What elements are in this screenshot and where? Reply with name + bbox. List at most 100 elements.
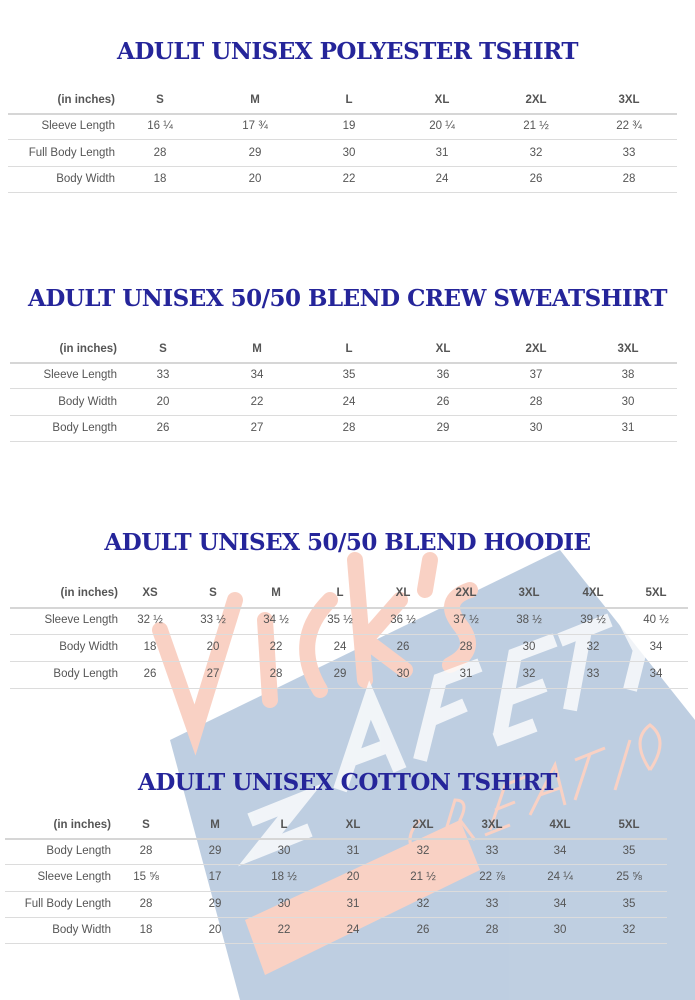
table-cell: 31: [346, 845, 360, 858]
table-cell: 26: [436, 395, 450, 408]
table-cell: 17 ¾: [242, 120, 268, 133]
size-header: S: [142, 819, 150, 831]
size-header: 3XL: [618, 94, 640, 106]
table-cell: 20: [346, 871, 360, 884]
table-cell: 32: [529, 146, 543, 159]
table-cell: 35: [622, 897, 636, 910]
row-label: Full Body Length: [28, 146, 115, 159]
unit-label: (in inches): [60, 587, 118, 599]
divider: [10, 362, 677, 365]
table-cell: 18: [139, 923, 153, 936]
table-cell: 26: [529, 172, 543, 185]
table-cell: 33: [485, 845, 499, 858]
table-cell: 33: [156, 369, 170, 382]
divider: [10, 660, 688, 662]
table-cell: 28: [269, 668, 283, 680]
size-header: 3XL: [518, 587, 540, 599]
table-cell: 24: [346, 923, 360, 936]
size-header: L: [280, 819, 288, 831]
size-header: XL: [395, 587, 411, 599]
row-label: Body Width: [59, 641, 118, 653]
table-cell: 28: [153, 146, 167, 159]
row-label: Sleeve Length: [41, 120, 115, 133]
table-cell: 24: [342, 395, 356, 408]
table-cell: 34: [649, 668, 663, 680]
divider: [8, 139, 677, 141]
table-cell: 34 ½: [263, 614, 289, 626]
table-cell: 18: [143, 641, 157, 653]
table-cell: 28: [342, 421, 356, 434]
table-cell: 36: [436, 369, 450, 382]
table-cell: 20: [156, 395, 170, 408]
table-cell: 35: [342, 369, 356, 382]
table-cell: 20: [206, 641, 220, 653]
row-label: Body Width: [58, 395, 117, 408]
table-cell: 29: [208, 897, 222, 910]
size-header: S: [159, 343, 167, 355]
table-cell: 30: [553, 923, 567, 936]
table-cell: 29: [248, 146, 262, 159]
row-label: Sleeve Length: [37, 871, 111, 884]
table-cell: 24: [333, 641, 347, 653]
size-header: XL: [435, 343, 451, 355]
table-cell: 33 ½: [200, 614, 226, 626]
table-cell: 28: [139, 845, 153, 858]
table-cell: 29: [436, 421, 450, 434]
size-header: L: [345, 94, 353, 106]
table-cell: 16 ¼: [147, 120, 173, 133]
size-header: M: [210, 819, 220, 831]
table-cell: 27: [206, 668, 220, 680]
table-cell: 33: [485, 897, 499, 910]
table-cell: 20: [208, 923, 222, 936]
table-cell: 29: [208, 845, 222, 858]
unit-label: (in inches): [59, 343, 117, 355]
table-cell: 31: [621, 421, 635, 434]
size-header: 2XL: [525, 343, 547, 355]
table-cell: 38: [621, 369, 635, 382]
table-cell: 28: [459, 641, 473, 653]
size-header: XS: [142, 587, 158, 599]
divider: [5, 942, 667, 944]
table-cell: 30: [522, 641, 536, 653]
row-label: Body Length: [46, 845, 111, 858]
table-cell: 31: [459, 668, 473, 680]
size-header: M: [250, 94, 260, 106]
size-header: 4XL: [582, 587, 604, 599]
table-cell: 22 ⅞: [479, 871, 505, 884]
divider: [8, 165, 677, 167]
table-cell: 22 ¾: [616, 120, 642, 133]
table-cell: 21 ½: [523, 120, 549, 133]
table-cell: 29: [333, 668, 347, 680]
table-cell: 31: [435, 146, 449, 159]
table-cell: 18: [153, 172, 167, 185]
unit-label: (in inches): [57, 94, 115, 106]
divider: [10, 414, 677, 416]
divider: [5, 864, 667, 866]
row-label: Body Length: [52, 421, 117, 434]
table-cell: 26: [396, 641, 410, 653]
size-header: L: [336, 587, 344, 599]
table-cell: 22: [250, 395, 264, 408]
divider: [10, 441, 677, 443]
table-cell: 26: [416, 923, 430, 936]
size-header: 5XL: [645, 587, 667, 599]
size-header: 2XL: [455, 587, 477, 599]
table-cell: 34: [553, 897, 567, 910]
table-cell: 20 ¼: [429, 120, 455, 133]
row-label: Body Width: [56, 172, 115, 185]
size-header: 4XL: [549, 819, 571, 831]
divider: [10, 388, 677, 390]
row-label: Body Length: [53, 668, 118, 680]
table-cell: 30: [396, 668, 410, 680]
table-cell: 34: [250, 369, 264, 382]
row-label: Body Width: [52, 923, 111, 936]
table-cell: 32: [416, 897, 430, 910]
table-cell: 24 ¼: [547, 871, 573, 884]
table-cell: 32: [416, 845, 430, 858]
table-cell: 28: [622, 172, 636, 185]
table-cell: 35: [622, 845, 636, 858]
divider: [5, 890, 667, 892]
size-header: 2XL: [525, 94, 547, 106]
table-cell: 25 ⅝: [616, 871, 642, 884]
table-cell: 30: [277, 897, 291, 910]
